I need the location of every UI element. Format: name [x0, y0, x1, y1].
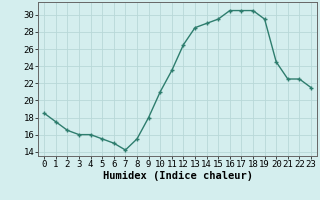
X-axis label: Humidex (Indice chaleur): Humidex (Indice chaleur) [103, 171, 252, 181]
